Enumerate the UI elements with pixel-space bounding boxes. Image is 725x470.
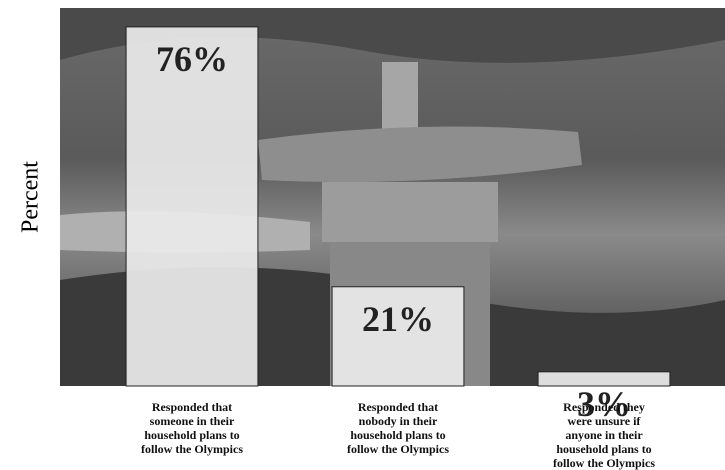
value-label: 76%: [156, 39, 228, 79]
chart: 76%21%3%Percent: [0, 0, 725, 464]
x-tick-label: Responded that nobody in their household…: [323, 400, 473, 456]
x-tick-label: Responded that someone in their househol…: [117, 400, 267, 456]
x-tick-label: Responded they were unsure if anyone in …: [529, 400, 679, 470]
value-label: 21%: [362, 299, 434, 339]
y-axis-label: Percent: [18, 161, 44, 233]
page: {"chart_data": {"type": "bar", "y_label"…: [0, 0, 725, 464]
bar: [126, 27, 258, 386]
